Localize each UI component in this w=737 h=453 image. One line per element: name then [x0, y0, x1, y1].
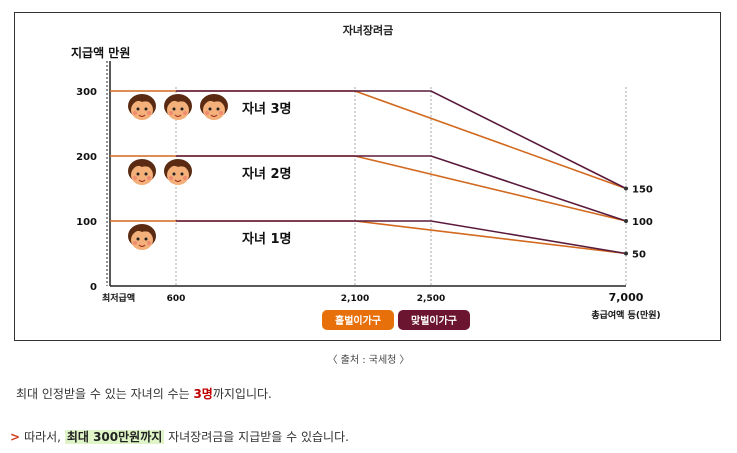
child-face-icon — [128, 159, 156, 185]
end-point-1 — [624, 219, 628, 223]
child-count-label-1: 자녀 2명 — [242, 166, 291, 182]
x-tick-label-1: 2,100 — [341, 294, 369, 304]
legend-badge-1 — [398, 310, 470, 330]
x-axis-start-label: 최저급액 — [102, 292, 135, 304]
child-face-icon — [164, 159, 192, 185]
right-label-0: 150 — [632, 185, 653, 196]
series-1-line-2 — [176, 220, 627, 255]
y-axis-label: 지급액 만원 — [71, 45, 130, 60]
right-label-2: 50 — [632, 250, 646, 261]
series-1-line-1 — [176, 155, 627, 222]
legend-label-1: 맞벌이가구 — [411, 314, 457, 327]
legend-badge-0 — [322, 310, 394, 330]
info-text: 따라서, — [24, 430, 65, 444]
info-text-end: 까지입니다. — [212, 387, 272, 401]
x-tick-label-0: 600 — [167, 294, 186, 304]
end-point-0 — [624, 186, 628, 191]
info-line-children: 최대 인정받을 수 있는 자녀의 수는 3명까지입니다. — [16, 385, 272, 402]
child-count-label-0: 자녀 3명 — [242, 101, 291, 117]
x-tick-label-2: 2,500 — [417, 294, 445, 304]
x-axis-label: 총급여액 등(만원) — [591, 309, 660, 321]
child-face-icon — [128, 224, 156, 250]
child-face-icon — [164, 94, 192, 120]
info-highlight: 3명 — [193, 387, 213, 401]
legend-label-0: 홑벌이가구 — [335, 314, 381, 327]
info-highlight: 최대 300만원까지 — [64, 430, 165, 444]
y-tick-label-3: 300 — [76, 87, 97, 98]
right-label-1: 100 — [632, 217, 653, 228]
child-face-icon — [128, 94, 156, 120]
y-tick-label-1: 100 — [76, 217, 97, 228]
info-text: 최대 인정받을 수 있는 자녀의 수는 — [16, 387, 194, 401]
x-tick-label-3: 7,000 — [609, 291, 644, 304]
series-1-line-0 — [176, 90, 627, 190]
child-count-label-2: 자녀 1명 — [242, 231, 291, 247]
child-face-icon — [200, 94, 228, 120]
arrow-icon: > — [10, 430, 21, 444]
y-tick-label-0: 0 — [90, 282, 97, 293]
y-tick-label-2: 200 — [76, 152, 97, 163]
source-caption: 〈 출처 : 국세청 〉 — [327, 355, 410, 366]
info-text-end: 자녀장려금을 지급받을 수 있습니다. — [164, 430, 349, 444]
chart-title: 자녀장려금 — [343, 23, 394, 37]
info-line-amount: > 따라서, 최대 300만원까지 자녀장려금을 지급받을 수 있습니다. — [10, 428, 349, 445]
end-point-2 — [624, 251, 628, 256]
